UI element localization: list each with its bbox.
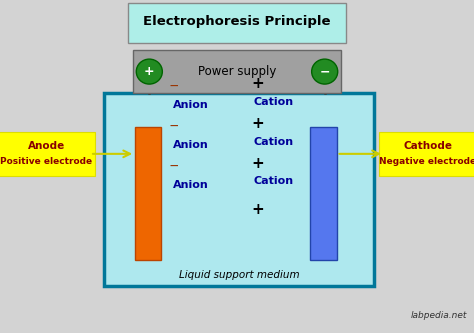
Text: labpedia.net: labpedia.net — [410, 311, 467, 320]
Text: Anode: Anode — [27, 141, 65, 151]
Text: +: + — [251, 156, 264, 171]
Text: Liquid support medium: Liquid support medium — [179, 270, 300, 280]
Text: Negative electrode: Negative electrode — [379, 157, 474, 166]
Text: −: − — [319, 65, 330, 78]
Text: +: + — [251, 116, 264, 131]
Text: Power supply: Power supply — [198, 65, 276, 78]
Text: Anion: Anion — [173, 100, 209, 110]
Text: Cation: Cation — [254, 176, 294, 186]
Text: +: + — [251, 76, 264, 91]
Text: Cation: Cation — [254, 97, 294, 107]
Text: —: — — [170, 162, 178, 171]
Text: Cation: Cation — [254, 137, 294, 147]
FancyBboxPatch shape — [128, 3, 346, 43]
FancyBboxPatch shape — [310, 127, 337, 260]
Text: Cathode: Cathode — [403, 141, 452, 151]
Text: Anion: Anion — [173, 180, 209, 190]
Text: +: + — [251, 202, 264, 217]
Ellipse shape — [137, 59, 162, 84]
Text: —: — — [170, 82, 178, 91]
FancyBboxPatch shape — [0, 132, 95, 176]
Text: Anion: Anion — [173, 140, 209, 150]
FancyBboxPatch shape — [133, 50, 341, 93]
FancyBboxPatch shape — [135, 127, 161, 260]
Text: +: + — [144, 65, 155, 78]
FancyBboxPatch shape — [104, 93, 374, 286]
Text: Electrophoresis Principle: Electrophoresis Principle — [143, 15, 331, 29]
Text: Positive electrode: Positive electrode — [0, 157, 92, 166]
Text: —: — — [170, 122, 178, 131]
Ellipse shape — [311, 59, 337, 84]
FancyBboxPatch shape — [379, 132, 474, 176]
